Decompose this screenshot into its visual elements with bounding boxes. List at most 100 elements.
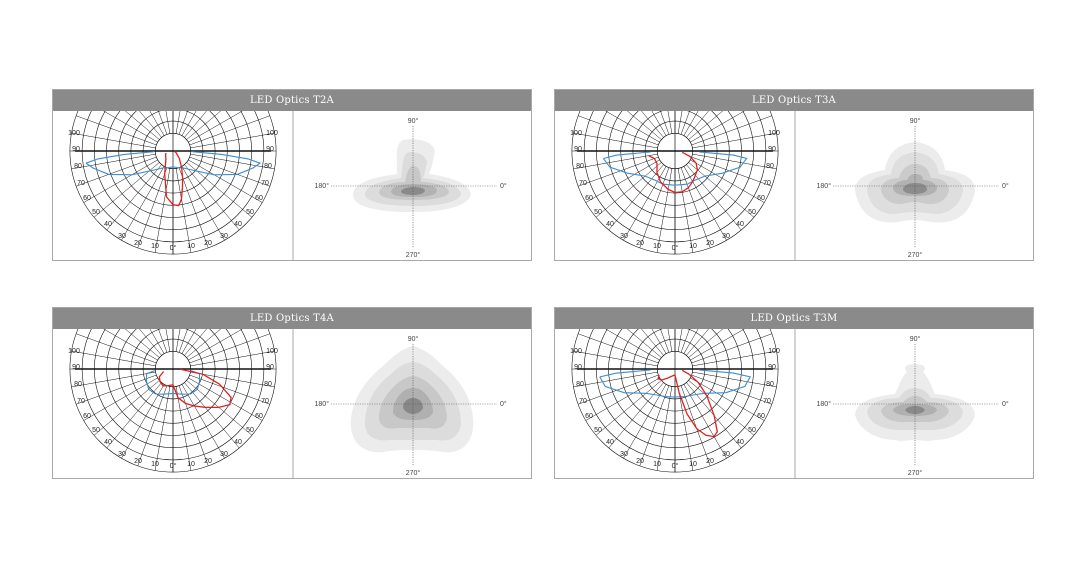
polar-scale-label: 100	[266, 130, 278, 137]
polar-scale-label: 100	[68, 348, 80, 355]
polar-scale-label: 0°	[170, 244, 177, 252]
polar-spoke	[691, 115, 772, 146]
polar-scale-label: 60	[83, 413, 91, 420]
isolux-diagram: 90° 180° 0° 270°	[315, 335, 507, 477]
polar-scale-label: 30	[722, 233, 730, 240]
isolux-angle-label-right: 0°	[500, 400, 507, 408]
panel-title: LED Optics T4A	[250, 313, 334, 324]
polar-scale-label: 80	[766, 163, 774, 170]
polar-spoke	[181, 166, 225, 241]
panel-header	[555, 90, 1033, 111]
polar-spoke	[656, 168, 673, 253]
polar-spoke	[639, 385, 670, 466]
polar-scale-label: 20	[706, 240, 714, 247]
polar-spoke	[692, 350, 777, 367]
isolux-angle-label-bottom: 270°	[908, 251, 923, 259]
polar-spoke	[184, 329, 207, 356]
isolux-angle-label-top: 90°	[408, 117, 419, 125]
polar-spoke	[158, 111, 168, 135]
polar-spoke	[677, 168, 694, 253]
polar-spoke	[184, 382, 240, 449]
polar-scale-label: 60	[757, 195, 765, 202]
polar-scale-label: 10	[187, 461, 195, 468]
polar-scale-label: 80	[264, 381, 272, 388]
polar-scale-label: 60	[757, 413, 765, 420]
polar-scale-label: 0°	[672, 244, 679, 252]
polar-spoke	[573, 371, 658, 388]
panel-title: LED Optics T3A	[752, 95, 836, 106]
polar-spoke	[71, 371, 156, 388]
c90-270-curve	[164, 150, 184, 207]
polar-scale-label: 0°	[170, 462, 177, 470]
panel-title: LED Optics T3M	[750, 313, 838, 324]
polar-scale-label: 100	[68, 130, 80, 137]
polar-scale-label: 80	[74, 381, 82, 388]
polar-spoke	[686, 329, 709, 356]
polar-scale-label: 90	[768, 364, 776, 371]
polar-spoke	[178, 385, 209, 466]
polar-spoke	[691, 374, 772, 405]
polar-spoke	[683, 384, 727, 459]
polar-scale-label: 100	[768, 130, 780, 137]
polar-scale-label: 90	[768, 146, 776, 153]
polar-scale-label: 100	[768, 348, 780, 355]
polar-spoke	[585, 377, 660, 421]
panel-header	[555, 308, 1033, 329]
polar-scale-label: 30	[118, 451, 126, 458]
c0-180-curve-edge	[85, 151, 155, 164]
polar-spoke	[688, 329, 724, 358]
polar-spoke	[691, 333, 772, 364]
polar-scale-label: 50	[748, 209, 756, 216]
polar-spoke	[677, 329, 683, 352]
polar-spoke	[165, 111, 171, 134]
polar-spoke	[188, 377, 263, 421]
polar-scale-label: 50	[92, 427, 100, 434]
polar-spoke	[121, 384, 165, 459]
polar-spoke	[686, 111, 709, 138]
polar-spoke	[667, 329, 673, 352]
polar-spoke	[680, 329, 690, 353]
polar-spoke	[692, 153, 777, 170]
polar-spoke	[158, 329, 168, 353]
polar-scale-label: 10	[187, 243, 195, 250]
polar-spoke	[190, 132, 275, 149]
polar-scale-label: 70	[77, 180, 85, 187]
isolux-angle-label-bottom: 270°	[406, 469, 421, 477]
polar-spoke	[137, 167, 168, 248]
polar-spoke	[688, 111, 724, 140]
isolux-angle-label-right: 0°	[500, 182, 507, 190]
polar-scale-label: 80	[766, 381, 774, 388]
polar-spoke	[639, 167, 670, 248]
polar-spoke	[190, 153, 275, 170]
polar-scale-label: 100	[266, 348, 278, 355]
c0-180-curve	[602, 151, 748, 186]
polar-spoke	[626, 111, 662, 140]
polar-spoke	[178, 329, 188, 353]
polar-spoke	[124, 329, 160, 358]
polar-scale-label: 0°	[672, 462, 679, 470]
polar-scale-label: 100	[570, 130, 582, 137]
polar-spoke	[103, 329, 158, 361]
polar-scale-label: 50	[92, 209, 100, 216]
polar-scale-label: 50	[594, 209, 602, 216]
polar-scale-label: 90	[574, 146, 582, 153]
polar-scale-label: 70	[579, 180, 587, 187]
polar-spoke	[76, 115, 157, 146]
polar-spoke	[677, 386, 694, 471]
polar-scale-label: 30	[118, 233, 126, 240]
polar-spoke	[189, 156, 270, 187]
polar-spoke	[139, 329, 162, 356]
polar-spoke	[578, 115, 659, 146]
isolux-angle-label-bottom: 270°	[406, 251, 421, 259]
polar-scale-label: 30	[220, 233, 228, 240]
polar-spoke	[189, 115, 270, 146]
c0-180-curve	[85, 151, 262, 176]
polar-scale-label: 90	[574, 364, 582, 371]
polar-scale-label: 70	[261, 398, 269, 405]
polar-spoke	[660, 329, 670, 353]
polar-spoke	[189, 374, 270, 405]
polar-scale-label: 40	[736, 439, 744, 446]
polar-scale-label: 30	[620, 233, 628, 240]
polar-scale-label: 20	[204, 458, 212, 465]
polar-spoke	[154, 386, 171, 471]
